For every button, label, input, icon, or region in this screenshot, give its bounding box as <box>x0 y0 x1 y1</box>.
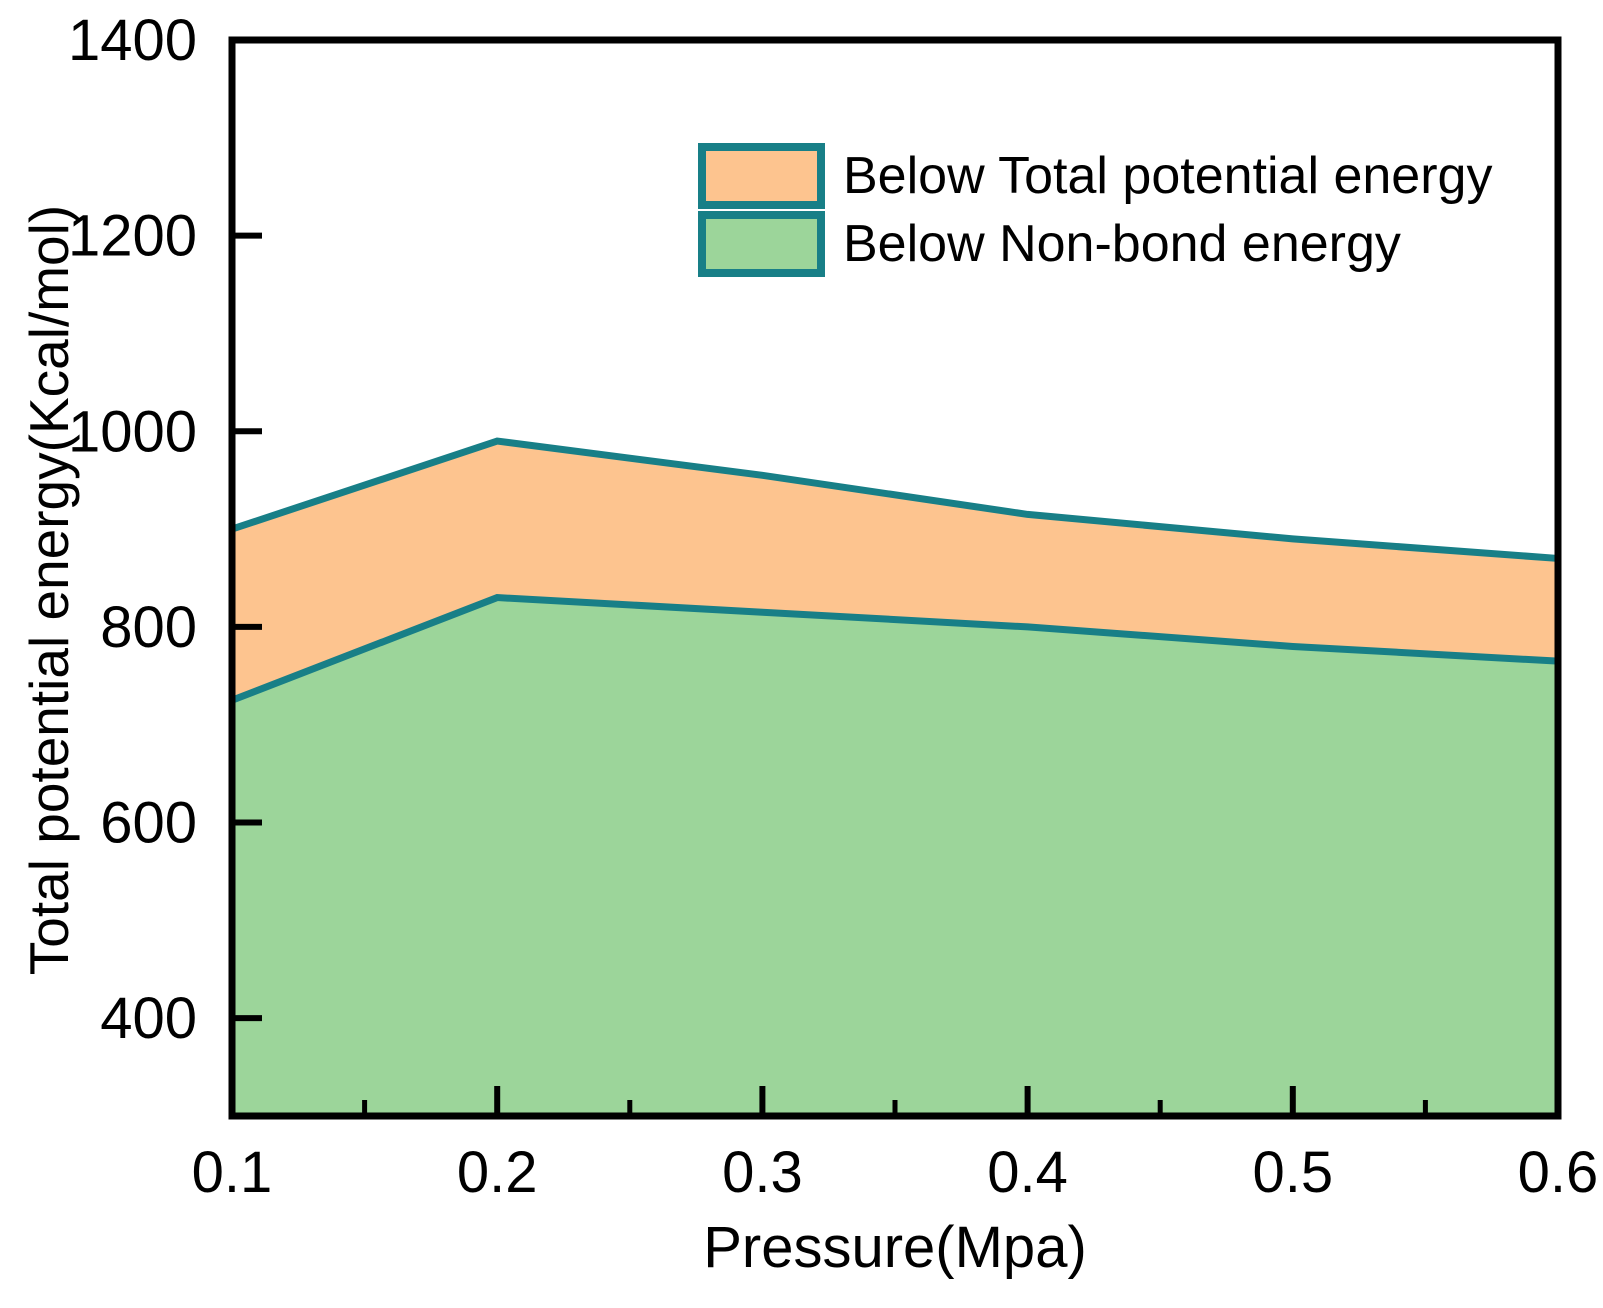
x-tick-label: 0.5 <box>1252 1140 1333 1205</box>
y-tick-label: 1400 <box>68 8 197 73</box>
y-tick-label: 400 <box>100 986 197 1051</box>
chart-legend: Below Total potential energy Below Non-b… <box>698 143 1492 279</box>
x-tick-label: 0.2 <box>457 1140 538 1205</box>
y-tick-label: 800 <box>100 595 197 660</box>
legend-item-non-bond-energy: Below Non-bond energy <box>698 211 1492 277</box>
x-tick-label: 0.4 <box>987 1140 1068 1205</box>
legend-item-total-potential-energy: Below Total potential energy <box>698 143 1492 209</box>
x-tick-label: 0.6 <box>1518 1140 1599 1205</box>
line-below-non-bond-energy <box>230 594 1559 704</box>
x-tick-label: 0.3 <box>722 1140 803 1205</box>
y-tick-label: 600 <box>100 791 197 856</box>
y-tick-label: 1200 <box>68 204 197 269</box>
x-tick-label: 0.1 <box>192 1140 273 1205</box>
legend-swatch-non-bond-energy-icon <box>698 211 825 277</box>
legend-label-total-potential-energy: Below Total potential energy <box>843 147 1493 205</box>
y-tick-label: 1000 <box>68 399 197 464</box>
legend-swatch-total-potential-energy-icon <box>698 143 825 209</box>
area-below-non-bond-energy <box>232 597 1558 1116</box>
y-axis-title: Total potential energy(Kcal/mol) <box>18 204 80 976</box>
x-axis-title: Pressure(Mpa) <box>703 1215 1087 1280</box>
line-below-total-potential-energy <box>230 437 1559 562</box>
legend-label-non-bond-energy: Below Non-bond energy <box>843 215 1401 273</box>
